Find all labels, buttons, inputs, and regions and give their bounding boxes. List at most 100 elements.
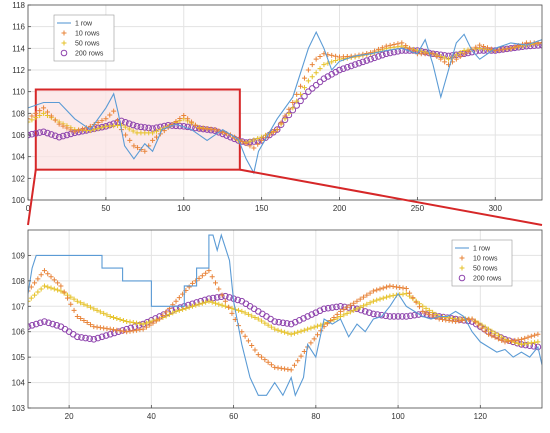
overview-point-10-rows [56,121,62,127]
zoomed-point-10-rows [282,366,288,372]
zoomed-point-50-rows [196,301,202,307]
zoomed-point-200-rows [390,313,398,320]
zoomed-point-10-rows [226,304,232,310]
zoomed-x-tick-label: 100 [391,412,405,421]
overview-point-10-rows [44,109,50,115]
zoomed-point-50-rows [51,286,57,292]
zoomed-point-200-rows [213,294,221,301]
overview-point-10-rows [80,126,86,132]
overview-y-tick-label: 100 [12,196,26,205]
overview-point-10-rows [150,137,156,143]
overview-point-10-rows [465,49,471,55]
zoomed-point-10-rows [78,315,84,321]
zoomed-point-10-rows [426,311,432,317]
zoomed-axes-frame [27,229,543,409]
zoomed-point-50-rows [84,303,90,309]
overview-point-10-rows [313,56,319,62]
overview-point-50-rows [251,137,257,143]
zoomed-point-10-rows [97,325,103,331]
zoomed-point-10-rows [423,310,429,316]
zoomed-point-50-rows [68,294,74,300]
zoomed-point-200-rows [328,304,336,311]
zoomed-point-50-rows [357,304,363,310]
overview-y-tick-label: 110 [12,88,25,97]
overview-point-200-rows [137,123,145,131]
zoomed-point-50-rows [206,298,212,304]
zoomed-point-50-rows [45,284,51,290]
zoomed-point-10-rows [495,336,501,342]
zoomed-point-10-rows [88,322,94,328]
zoomed-point-50-rows [180,306,186,312]
overview-point-10-rows [239,139,245,144]
zoomed-point-10-rows [489,333,495,339]
overview-point-10-rows [131,143,137,149]
zoomed-point-10-rows [308,340,314,346]
overview-point-200-rows [59,132,67,140]
overview-point-10-rows [539,40,542,46]
zoomed-point-50-rows [489,328,495,334]
zoomed-point-10-rows [393,284,399,290]
zoomed-point-10-rows [486,331,492,337]
zoomed-point-200-rows [86,335,93,343]
overview-point-200-rows [36,129,43,136]
zoomed-point-10-rows [255,352,261,358]
overview-point-50-rows [28,119,31,125]
overview-point-200-rows [355,59,363,67]
overview-point-10-rows [259,137,265,143]
zoomed-point-200-rows [324,304,332,312]
zoomed-point-10-rows [469,316,475,322]
zoomed-point-10-rows [68,301,74,307]
overview-point-200-rows [301,92,308,100]
zoomed-point-50-rows [176,307,182,313]
zoomed-point-10-rows [262,357,268,363]
overview-y-tick-label: 114 [12,44,25,53]
overview-point-10-rows [379,45,385,51]
zoomed-point-50-rows [351,307,357,313]
overview-point-10-rows [298,83,304,89]
overview-point-10-rows [220,129,226,135]
zoomed-point-10-rows [443,317,449,323]
zoomed-point-200-rows [45,319,52,327]
overview-point-10-rows [399,40,405,46]
zoomed-point-50-rows [58,288,64,294]
zoomed-point-50-rows [314,323,320,329]
zoomed-point-10-rows [466,317,472,323]
overview-point-200-rows [98,123,106,131]
overview-point-50-rows [313,70,319,76]
zoomed-point-200-rows [217,293,225,301]
overview-point-10-rows [270,129,276,135]
zoomed-point-50-rows [88,304,94,310]
zoomed-point-200-rows [185,301,192,309]
overview-point-10-rows [29,113,35,119]
zoomed-point-10-rows [140,326,146,332]
zoomed-point-10-rows [515,337,521,343]
overview-point-200-rows [363,57,371,64]
overview-x-tick-label: 200 [333,204,347,213]
zoomed-point-10-rows [502,339,508,345]
zoomed-point-50-rows [288,331,294,337]
overview-axes-frame [27,4,543,201]
overview-point-50-rows [290,105,296,111]
overview-point-200-rows [125,120,133,127]
zoomed-point-200-rows [370,310,377,318]
overview-point-200-rows [63,131,71,139]
zoomed-point-50-rows [219,302,225,308]
overview-legend-label-200-rows: 200 rows [75,51,104,58]
zoomed-point-10-rows [410,295,416,301]
zoomed-point-200-rows [320,305,328,313]
zoomed-point-10-rows [199,273,205,279]
zoomed-point-10-rows [384,284,390,290]
zoomed-point-50-rows [278,328,284,334]
zoomed-point-50-rows [74,298,80,304]
zoomed-point-50-rows [387,293,393,299]
overview-point-10-rows [68,127,74,133]
overview-point-50-rows [247,138,253,144]
overview-point-200-rows [367,55,374,63]
zoomed-point-50-rows [71,296,77,302]
overview-legend-label-50-rows: 50 rows [75,41,100,48]
zoomed-point-200-rows [361,308,369,315]
zoomed-point-10-rows [157,316,163,322]
zoomed-point-200-rows [82,334,89,342]
overview-point-50-rows [309,74,315,80]
